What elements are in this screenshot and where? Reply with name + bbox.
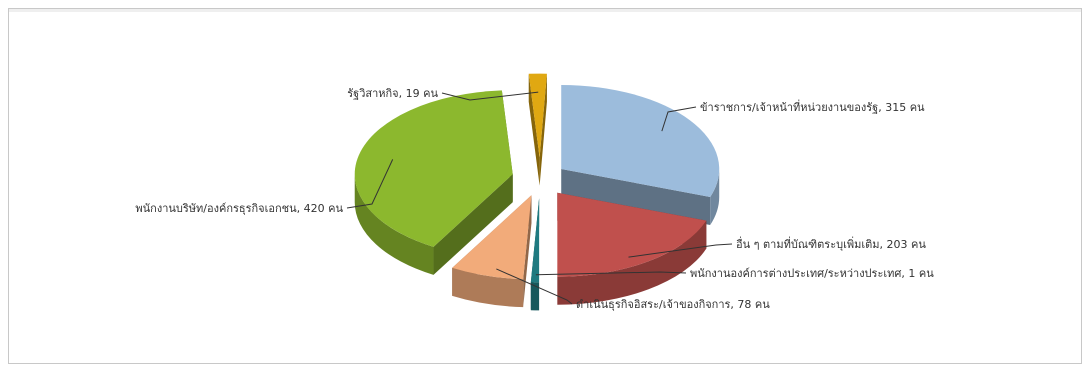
slice-tops [354, 73, 720, 283]
slice-5-top [528, 73, 547, 158]
slice-5-label: รัฐวิสาหกิจ, 19 คน [347, 87, 438, 100]
slice-5-wall-0 [528, 73, 540, 186]
slice-5-wall-1 [539, 73, 547, 186]
slice-1-side-0 [557, 220, 707, 305]
slice-3-side-0 [452, 267, 524, 308]
slice-4-side-0 [354, 174, 434, 275]
slice-4-leader [346, 159, 394, 209]
slice-4-label: พนักงานบริษัท/องค์กรธุรกิจเอกชน, 420 คน [135, 202, 343, 215]
slice-0-wall-1 [561, 168, 711, 225]
slice-3-leader [496, 268, 573, 305]
slice-labels: ข้าราชการ/เจ้าหน้าที่หน่วยงานของรัฐ, 315… [135, 87, 934, 311]
slice-0-leader [661, 106, 697, 132]
slice-1-top [557, 192, 707, 277]
slice-4-top [354, 90, 513, 247]
frame-top-strip [9, 9, 1081, 12]
slice-2-top [530, 198, 540, 283]
slice-2-label: พนักงานองค์การต่างประเทศ/ระหว่างประเทศ, … [690, 267, 934, 280]
slice-5-leader [441, 91, 539, 101]
slice-2-side-0 [530, 282, 540, 311]
label-leaders [346, 91, 733, 305]
slice-0-label: ข้าราชการ/เจ้าหน้าที่หน่วยงานของรัฐ, 315… [700, 99, 925, 114]
slice-0-top [561, 84, 720, 197]
slice-0-side-0 [710, 168, 720, 225]
slice-4-wall-0 [433, 174, 513, 275]
slice-3-label: ดำเนินธุรกิจอิสระ/เจ้าของกิจการ, 78 คน [576, 298, 770, 311]
slice-3-top [452, 195, 532, 280]
slice-2-leader [535, 271, 687, 276]
slice-1-label: อื่น ๆ ตามที่บัณฑิตระบุเพิ่มเติม, 203 คน [736, 236, 926, 251]
slice-1-leader [628, 243, 733, 258]
chart-frame [8, 8, 1082, 364]
